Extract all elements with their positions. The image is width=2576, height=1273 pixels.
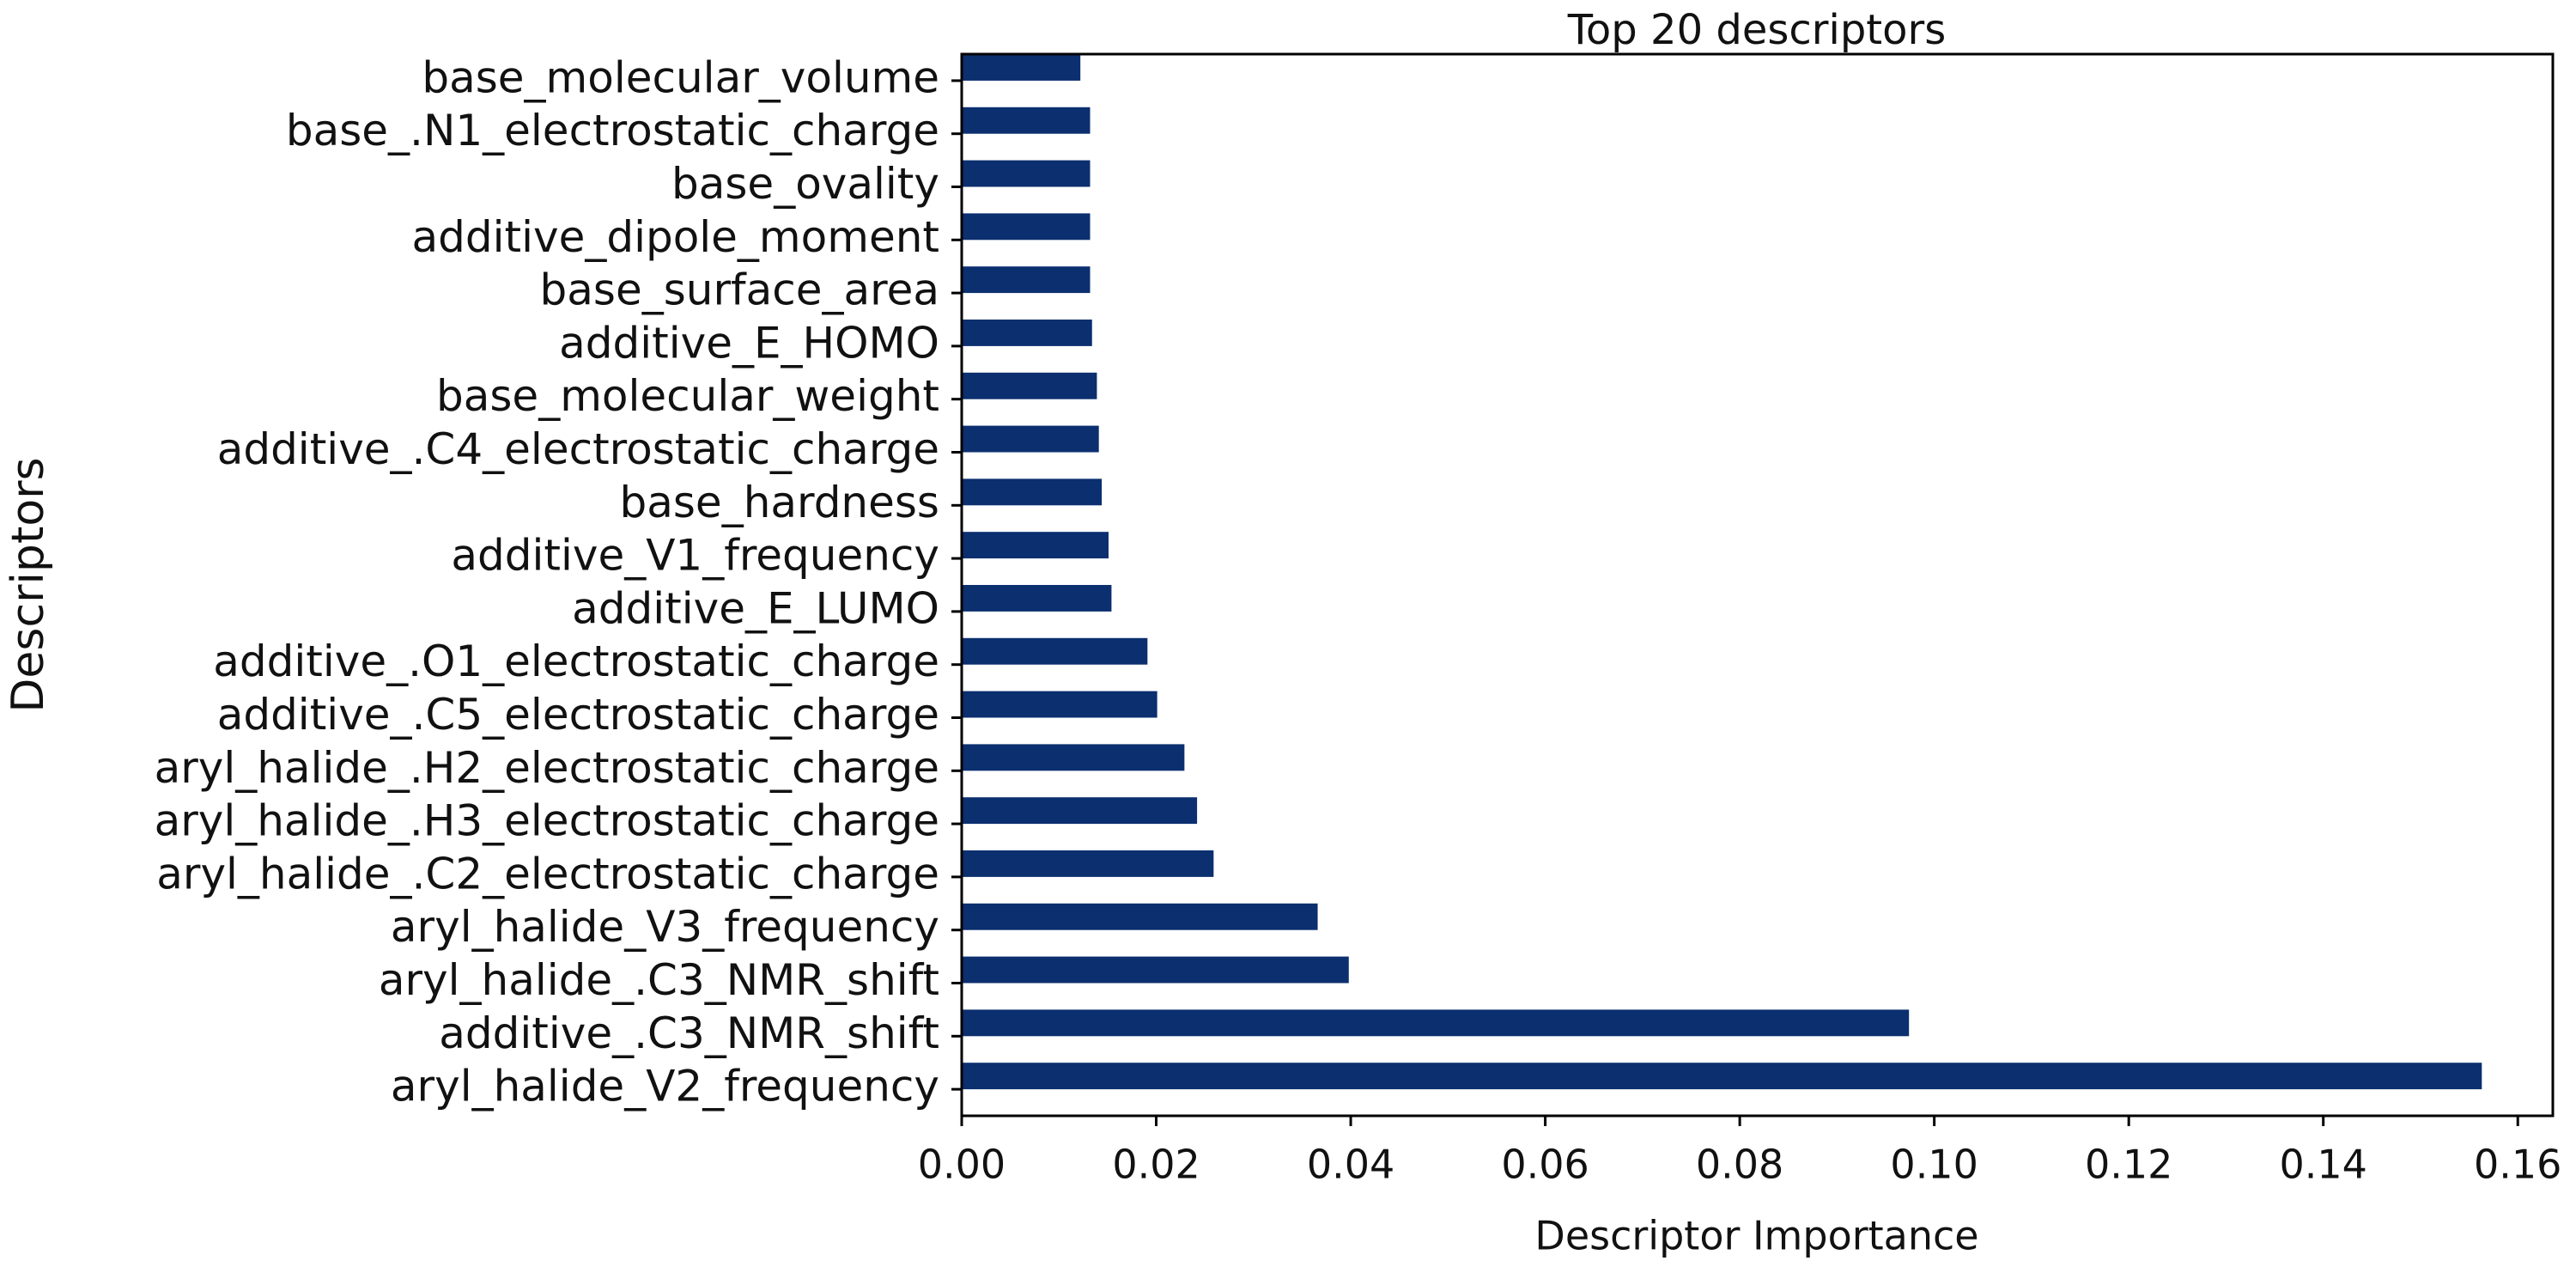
y-tick-label: aryl_halide_.H2_electrostatic_charge	[155, 743, 939, 793]
bar	[962, 744, 1185, 771]
y-tick-label: additive_dipole_moment	[411, 212, 939, 262]
y-tick-label: base_.N1_electrostatic_charge	[286, 106, 939, 155]
x-tick-label: 0.08	[1696, 1142, 1783, 1188]
y-tick-label: aryl_halide_.C2_electrostatic_charge	[156, 849, 939, 898]
y-tick-label: aryl_halide_.H3_electrostatic_charge	[155, 796, 939, 846]
bar	[962, 372, 1097, 399]
bar	[962, 320, 1092, 346]
y-tick-label: base_surface_area	[540, 265, 939, 315]
x-tick-label: 0.10	[1890, 1142, 1978, 1188]
bar	[962, 478, 1103, 506]
y-tick-label: additive_E_HOMO	[559, 318, 939, 368]
y-tick-label: additive_.O1_electrostatic_charge	[213, 636, 939, 686]
y-tick-label: base_molecular_volume	[422, 52, 939, 102]
y-tick-label: additive_.C5_electrostatic_charge	[217, 690, 939, 740]
y-tick-label: aryl_halide_.C3_NMR_shift	[379, 955, 939, 1005]
x-axis-label: Descriptor Importance	[1534, 1213, 1978, 1259]
bar	[962, 797, 1198, 825]
bar	[962, 637, 1148, 665]
x-tick-label: 0.06	[1501, 1142, 1589, 1188]
x-tick-label: 0.00	[918, 1142, 1005, 1188]
bar	[962, 532, 1109, 559]
x-tick-label: 0.16	[2474, 1142, 2561, 1188]
y-tick-label: base_ovality	[671, 159, 939, 209]
y-tick-label: additive_.C3_NMR_shift	[439, 1008, 939, 1058]
bar	[962, 54, 1081, 81]
bar	[962, 956, 1349, 984]
bar	[962, 425, 1099, 453]
bar	[962, 1009, 1910, 1037]
x-tick-label: 0.04	[1307, 1142, 1394, 1188]
bar	[962, 1063, 2482, 1090]
y-tick-label: additive_E_LUMO	[572, 583, 939, 633]
bar	[962, 850, 1214, 877]
bar	[962, 107, 1091, 134]
x-tick-label: 0.12	[2085, 1142, 2172, 1188]
bar	[962, 266, 1091, 294]
bar	[962, 585, 1112, 612]
x-tick-label: 0.14	[2279, 1142, 2366, 1188]
plot-frame	[960, 52, 2555, 1118]
bar	[962, 903, 1318, 930]
y-tick-label: additive_.C4_electrostatic_charge	[217, 424, 939, 474]
y-axis-label: Descriptors	[3, 457, 54, 712]
y-tick-label: base_hardness	[620, 478, 940, 527]
y-tick-label: additive_V1_frequency	[451, 531, 939, 581]
x-tick-label: 0.02	[1112, 1142, 1200, 1188]
bar	[962, 213, 1091, 241]
bar	[962, 160, 1091, 187]
y-tick-label: base_molecular_weight	[436, 371, 939, 421]
chart-title: Top 20 descriptors	[1567, 6, 1946, 54]
y-tick-label: aryl_halide_V3_frequency	[391, 902, 939, 952]
bar	[962, 691, 1157, 718]
y-tick-label: aryl_halide_V2_frequency	[391, 1062, 939, 1112]
